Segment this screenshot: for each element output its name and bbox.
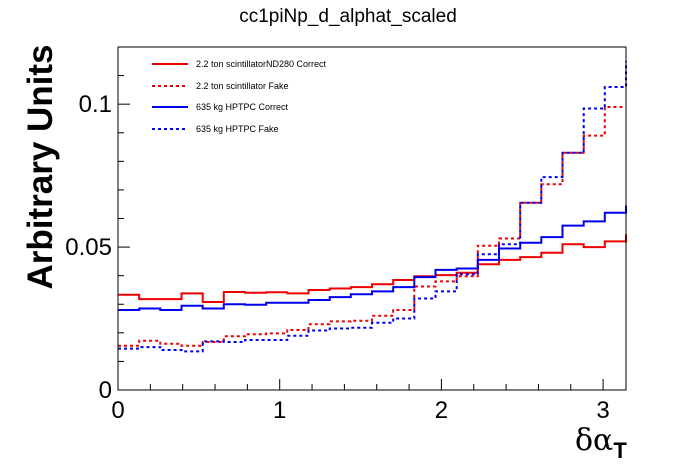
y-tick-label: 0.05 — [65, 234, 112, 261]
legend-label: 2.2 ton scintillatorND280 Correct — [196, 59, 327, 69]
x-tick-label: 1 — [273, 397, 286, 424]
series-line-2 — [118, 106, 626, 347]
x-axis-label-main: δα — [575, 423, 613, 458]
x-tick-label: 0 — [111, 397, 124, 424]
ticks-layer: 0 1 2 3 0 0.05 0.1 — [65, 46, 610, 424]
series-line-3 — [118, 205, 627, 311]
y-tick-label: 0.1 — [79, 91, 112, 118]
legend-label: 635 kg HPTPC Correct — [196, 102, 289, 112]
x-tick-label: 2 — [435, 397, 448, 424]
plot-frame — [117, 46, 627, 391]
series-layer — [118, 61, 627, 353]
series-line-1 — [118, 234, 627, 303]
series-line-4 — [118, 61, 627, 353]
y-tick-label: 0 — [99, 377, 112, 404]
legend-label: 635 kg HPTPC Fake — [196, 124, 279, 134]
x-axis-label: δαT — [575, 423, 627, 463]
y-axis-label: Arbitrary Units — [21, 44, 60, 289]
legend: 2.2 ton scintillatorND280 Correct 2.2 ton… — [152, 59, 327, 134]
x-tick-label: 3 — [596, 397, 609, 424]
legend-label: 2.2 ton scintillator Fake — [196, 81, 289, 91]
chart-title: cc1piNp_d_alphat_scaled — [239, 6, 457, 27]
x-axis-label-subscript: T — [613, 438, 627, 463]
